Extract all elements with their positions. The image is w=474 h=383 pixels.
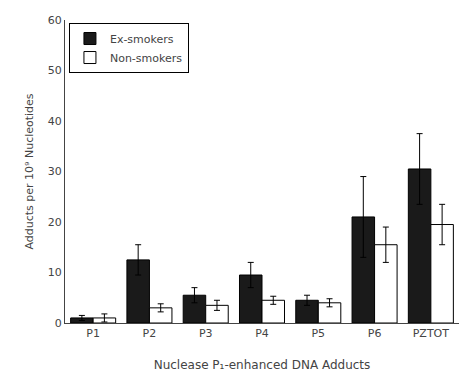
svg-text:P4: P4 xyxy=(255,327,269,340)
svg-text:20: 20 xyxy=(48,216,62,229)
svg-text:P1: P1 xyxy=(86,327,100,340)
svg-text:60: 60 xyxy=(48,14,62,27)
svg-text:P3: P3 xyxy=(199,327,213,340)
svg-text:Nuclease P₁-enhanced DNA Adduc: Nuclease P₁-enhanced DNA Adducts xyxy=(154,358,371,372)
svg-text:30: 30 xyxy=(48,165,62,178)
svg-text:0: 0 xyxy=(55,317,62,330)
svg-text:P5: P5 xyxy=(311,327,325,340)
svg-text:PZTOT: PZTOT xyxy=(413,327,450,340)
svg-text:40: 40 xyxy=(48,115,62,128)
svg-text:P6: P6 xyxy=(368,327,382,340)
svg-text:50: 50 xyxy=(48,64,62,77)
svg-text:10: 10 xyxy=(48,266,62,279)
svg-text:P2: P2 xyxy=(143,327,157,340)
svg-text:Non-smokers: Non-smokers xyxy=(110,52,182,65)
svg-text:Ex-smokers: Ex-smokers xyxy=(110,33,174,46)
svg-text:Adducts per 10⁹ Nucleotides: Adducts per 10⁹ Nucleotides xyxy=(23,93,36,249)
